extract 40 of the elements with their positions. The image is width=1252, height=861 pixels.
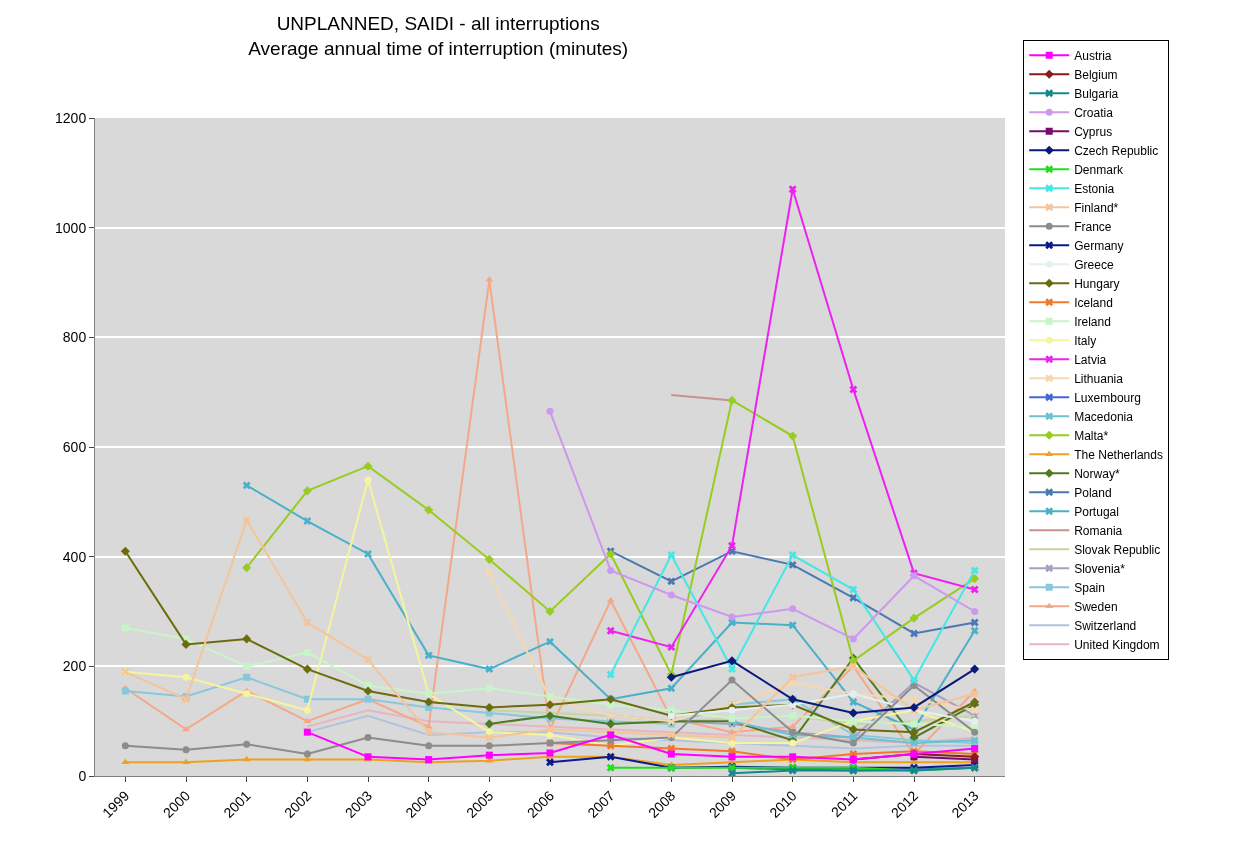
legend-label: Poland: [1074, 485, 1112, 500]
y-tick-label: 1000: [55, 219, 87, 236]
legend-label: Denmark: [1074, 162, 1124, 177]
legend-label: Spain: [1074, 580, 1105, 595]
legend-label: Sweden: [1074, 599, 1118, 614]
y-tick-label: 600: [62, 438, 87, 455]
legend-label: Luxembourg: [1074, 390, 1141, 405]
legend-label: Slovenia*: [1074, 561, 1126, 576]
legend-label: Switzerland: [1074, 618, 1137, 633]
legend-label: Finland*: [1074, 200, 1119, 215]
legend-label: Portugal: [1074, 504, 1119, 519]
legend-label: Latvia: [1074, 352, 1107, 367]
legend-label: Hungary: [1074, 276, 1120, 291]
y-tick-label: 400: [62, 548, 87, 565]
legend-label: Lithuania: [1074, 371, 1124, 386]
legend-label: Belgium: [1074, 67, 1118, 82]
legend-label: United Kingdom: [1074, 637, 1160, 652]
legend-label: Ireland: [1074, 314, 1111, 329]
legend-label: Bulgaria: [1074, 86, 1119, 101]
legend-label: Estonia: [1074, 181, 1115, 196]
legend-label: The Netherlands: [1074, 447, 1163, 462]
y-tick-label: 0: [78, 767, 87, 784]
legend-label: Croatia: [1074, 105, 1114, 120]
y-tick-label: 1200: [55, 109, 87, 126]
y-tick-label: 800: [62, 329, 87, 346]
legend-label: Czech Republic: [1074, 143, 1159, 158]
legend-label: Greece: [1074, 257, 1114, 272]
y-tick-label: 200: [62, 658, 87, 675]
legend-label: France: [1074, 219, 1112, 234]
legend-label: Slovak Republic: [1074, 542, 1161, 557]
legend-label: Norway*: [1074, 466, 1120, 481]
legend-label: Macedonia: [1074, 409, 1134, 424]
legend-label: Germany: [1074, 238, 1124, 253]
legend-label: Malta*: [1074, 428, 1109, 443]
legend-label: Austria: [1074, 48, 1112, 63]
legend-label: Cyprus: [1074, 124, 1113, 139]
chart-title: UNPLANNED, SAIDI - all interruptions Average annual time of interruption (minutes): [248, 13, 629, 59]
legend-label: Iceland: [1074, 295, 1113, 310]
legend-label: Italy: [1074, 333, 1097, 348]
legend-label: Romania: [1074, 523, 1123, 538]
